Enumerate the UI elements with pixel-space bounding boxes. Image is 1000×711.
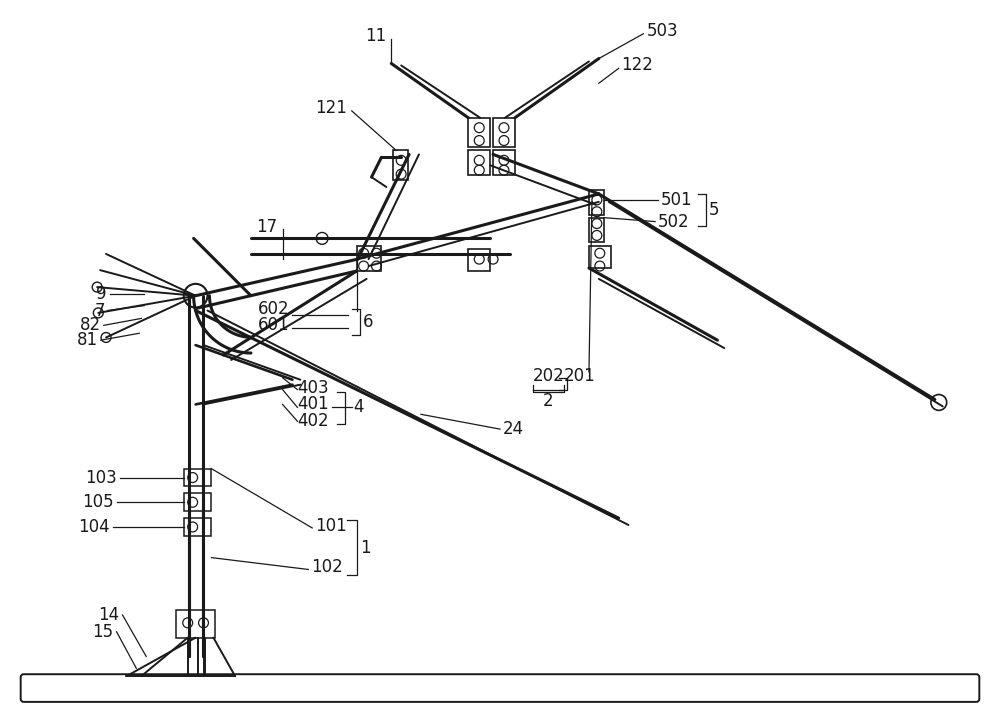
Text: 5: 5 bbox=[709, 201, 719, 219]
Bar bbox=[589, 218, 604, 242]
Bar bbox=[184, 493, 211, 511]
Bar bbox=[393, 151, 408, 180]
Text: 601: 601 bbox=[258, 316, 289, 334]
Text: 503: 503 bbox=[646, 22, 678, 40]
Text: 4: 4 bbox=[354, 398, 364, 417]
Text: 502: 502 bbox=[658, 213, 690, 230]
Text: 202: 202 bbox=[533, 367, 564, 385]
Text: 15: 15 bbox=[92, 623, 114, 641]
Text: 7: 7 bbox=[94, 301, 105, 319]
Bar bbox=[468, 151, 490, 175]
Bar bbox=[493, 151, 515, 175]
Bar bbox=[589, 246, 611, 268]
Text: 102: 102 bbox=[311, 558, 343, 577]
Text: 401: 401 bbox=[297, 395, 329, 413]
Text: 1: 1 bbox=[360, 539, 370, 557]
Text: 81: 81 bbox=[77, 331, 98, 349]
Bar bbox=[357, 246, 381, 271]
Text: 122: 122 bbox=[622, 56, 653, 75]
Text: 403: 403 bbox=[297, 379, 329, 397]
Text: 602: 602 bbox=[258, 299, 289, 318]
Text: 121: 121 bbox=[315, 99, 347, 117]
Bar bbox=[493, 118, 515, 147]
Text: 501: 501 bbox=[661, 191, 693, 209]
Text: 101: 101 bbox=[315, 517, 347, 535]
Text: 17: 17 bbox=[257, 218, 278, 235]
Text: 14: 14 bbox=[98, 606, 120, 624]
Bar bbox=[184, 469, 211, 486]
Text: 104: 104 bbox=[78, 518, 110, 536]
Text: 103: 103 bbox=[85, 469, 117, 486]
Bar bbox=[176, 610, 215, 638]
Bar bbox=[184, 518, 211, 536]
Bar bbox=[589, 190, 604, 215]
Text: 24: 24 bbox=[503, 420, 524, 438]
Text: 201: 201 bbox=[564, 367, 596, 385]
Text: 11: 11 bbox=[365, 27, 386, 45]
Bar bbox=[468, 118, 490, 147]
Text: 6: 6 bbox=[363, 314, 373, 331]
Text: 402: 402 bbox=[297, 412, 329, 430]
Bar bbox=[468, 250, 490, 271]
Text: 9: 9 bbox=[96, 284, 107, 303]
Text: 82: 82 bbox=[80, 316, 101, 334]
Text: 105: 105 bbox=[82, 493, 114, 511]
Text: 2: 2 bbox=[543, 392, 554, 410]
